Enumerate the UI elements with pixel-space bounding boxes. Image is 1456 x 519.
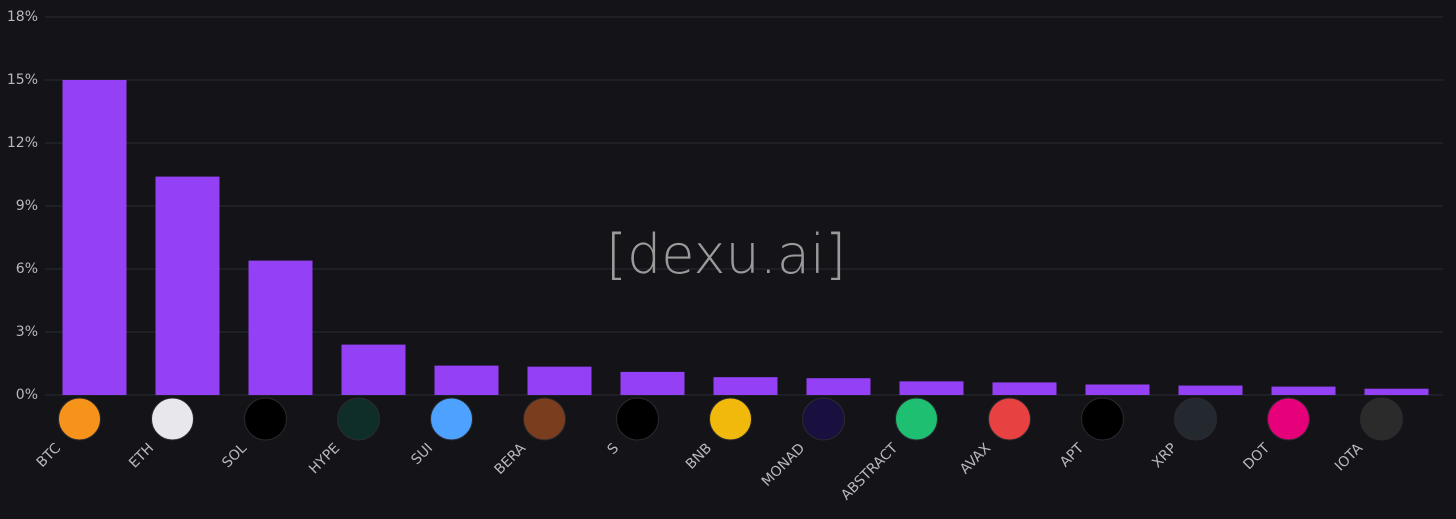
token-icon: [988, 397, 1031, 441]
token-icon: [1267, 397, 1310, 441]
token-icon: [430, 397, 473, 441]
token-icon: [337, 397, 380, 441]
bar: [899, 381, 964, 395]
bar: [1364, 388, 1429, 395]
bar: [527, 366, 592, 395]
y-tick-label: 15%: [7, 72, 38, 88]
bar: [1178, 385, 1243, 395]
y-tick-label: 3%: [16, 324, 38, 340]
token-icon: [895, 397, 938, 441]
token-icon: [58, 397, 101, 441]
y-tick-label: 6%: [16, 261, 38, 277]
token-icon: [802, 397, 845, 441]
token-icon: [709, 397, 752, 441]
token-icon: [616, 397, 659, 441]
bar: [992, 382, 1057, 395]
bar: [806, 378, 871, 395]
token-icon: [1081, 397, 1124, 441]
bar: [341, 344, 406, 395]
watermark: [dexu.ai]: [606, 223, 846, 286]
token-icon: [244, 397, 287, 441]
y-tick-label: 18%: [7, 9, 38, 25]
bar: [248, 260, 313, 395]
token-icon: [1174, 397, 1217, 441]
y-tick-label: 0%: [16, 387, 38, 403]
bar: [713, 377, 778, 395]
token-icon: [523, 397, 566, 441]
bar: [620, 371, 685, 395]
bar: [62, 80, 127, 395]
y-tick-label: 12%: [7, 135, 38, 151]
bar: [434, 365, 499, 395]
bar: [1271, 386, 1336, 395]
bar: [155, 176, 220, 395]
y-tick-label: 9%: [16, 198, 38, 214]
token-icon: [151, 397, 194, 441]
token-icon: [1360, 397, 1403, 441]
bar: [1085, 384, 1150, 395]
